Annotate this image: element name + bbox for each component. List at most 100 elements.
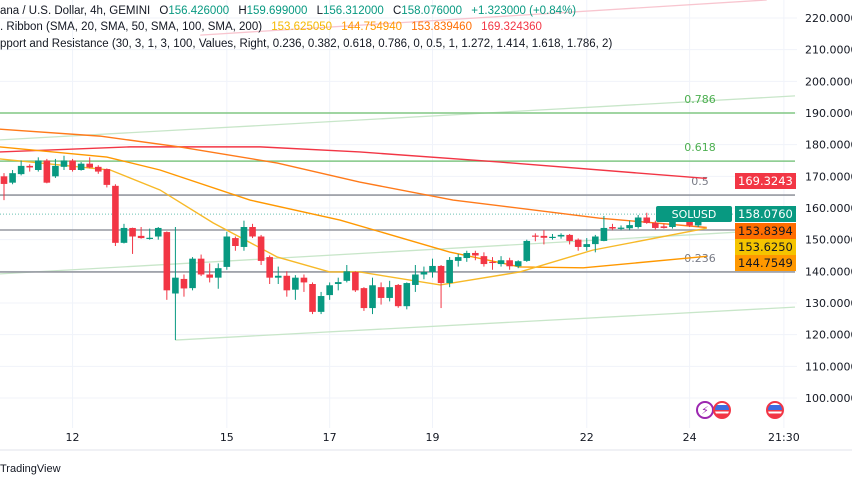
candle-body [626, 225, 633, 229]
candle-up [77, 162, 85, 171]
candle-down [103, 168, 111, 188]
us-flag-icon[interactable] [766, 401, 784, 419]
candle-body [206, 274, 213, 278]
candle-body [154, 227, 162, 237]
candle-body [352, 271, 359, 291]
time-axis-label: 24 [683, 431, 697, 444]
candle-up [600, 215, 608, 242]
candle-body [309, 284, 316, 312]
sr-title: pport and Resistance (30, 3, 1, 3, 100, … [0, 38, 613, 50]
candle-down [257, 234, 265, 266]
candle-body [412, 274, 419, 285]
sr-level-label: 0.236 [684, 252, 716, 265]
candle-up [154, 227, 162, 240]
price-axis-label: 130.0000 [805, 297, 852, 310]
candle-down [532, 233, 539, 242]
price-badge-value: 158.0760 [738, 207, 793, 221]
low-label: L [316, 5, 324, 17]
price-axis-label: 140.0000 [805, 265, 852, 278]
candle-body [0, 176, 8, 184]
price-badge: 169.3243 [735, 173, 796, 189]
close-label: C [392, 5, 402, 17]
high-value: 159.699000 [246, 5, 308, 17]
candle-body [189, 258, 196, 289]
symbol-label-bg [656, 206, 732, 222]
ohlc-high: H159.699000 [238, 5, 307, 17]
tradingview-brand[interactable]: TradingView [0, 463, 61, 475]
candle-up [463, 250, 471, 262]
symbol-legend: ana / U.S. Dollar, 4h, GEMINI O156.42600… [0, 4, 582, 18]
candle-down [377, 282, 385, 305]
candle-up [429, 258, 436, 278]
time-axis-label: 22 [580, 431, 594, 444]
candle-body [240, 227, 248, 247]
candle-up [172, 227, 179, 341]
candle-body [180, 278, 188, 289]
candle-body [120, 227, 128, 243]
price-axis-label: 160.0000 [805, 202, 852, 215]
price-badge-bg [735, 206, 796, 222]
candle-down [309, 282, 316, 315]
open-label: O [159, 5, 169, 17]
moving-average-line [0, 146, 707, 180]
price-badge-value: 153.6250 [738, 240, 793, 254]
candle-up [454, 253, 462, 267]
candle-body [480, 256, 488, 265]
candle-down [437, 265, 445, 309]
candle-down [283, 271, 291, 297]
time-axis-label: 15 [220, 431, 234, 444]
candle-up [497, 256, 505, 267]
candle-down [129, 227, 136, 254]
candle-body [540, 235, 548, 238]
candle-body [472, 252, 479, 256]
candle-body [26, 165, 34, 168]
candle-body [437, 265, 445, 284]
candle-body [300, 277, 308, 283]
symbol-title: ana / U.S. Dollar, 4h, GEMINI [0, 5, 151, 17]
candle-up [514, 260, 522, 269]
candle-body [557, 234, 565, 237]
candle-body [249, 227, 256, 237]
candle-down [180, 274, 188, 297]
candle-up [146, 228, 153, 240]
candle-body [343, 271, 351, 281]
candle-down [652, 220, 659, 230]
candle-body [317, 296, 325, 312]
price-badge-bg [735, 173, 796, 189]
candle-body [69, 160, 76, 171]
candle-up [634, 214, 642, 229]
price-axis-label: 220.0000 [805, 12, 852, 25]
price-axis-label: 110.0000 [805, 360, 852, 373]
sr-level-label: 0.786 [684, 93, 716, 106]
candle-body [617, 227, 625, 229]
candle-body [583, 244, 591, 247]
price-badge: 153.6250 [735, 239, 796, 255]
sr-legend[interactable]: pport and Resistance (30, 3, 1, 3, 100, … [0, 37, 618, 51]
lightning-icon[interactable]: ⚡ [696, 401, 714, 419]
candle-down [163, 231, 171, 300]
moving-average-line [0, 128, 707, 229]
price-axis-label: 150.0000 [805, 234, 852, 247]
candle-body [454, 257, 462, 261]
candle-down [506, 257, 513, 270]
candle-body [232, 238, 239, 247]
candle-down [94, 165, 102, 174]
trend-channel-line [0, 228, 796, 275]
low-value: 156.312000 [323, 5, 384, 17]
sma20-value: 153.625050 [271, 21, 333, 33]
candle-body [43, 160, 51, 183]
candle-body [257, 236, 265, 261]
candle-body [600, 227, 608, 241]
us-flag-icon[interactable] [713, 401, 731, 419]
candle-down [574, 238, 582, 251]
candle-up [223, 231, 231, 270]
candle-up [386, 280, 393, 302]
candle-up [626, 220, 633, 231]
candle-body [129, 227, 136, 237]
candle-down [609, 223, 616, 231]
price-badge: 158.0760 [735, 206, 796, 222]
ribbon-legend[interactable]: . Ribbon (SMA, 20, SMA, 50, SMA, 100, SM… [0, 20, 548, 34]
candle-up [189, 257, 196, 291]
close-value: 158.076000 [401, 5, 463, 17]
